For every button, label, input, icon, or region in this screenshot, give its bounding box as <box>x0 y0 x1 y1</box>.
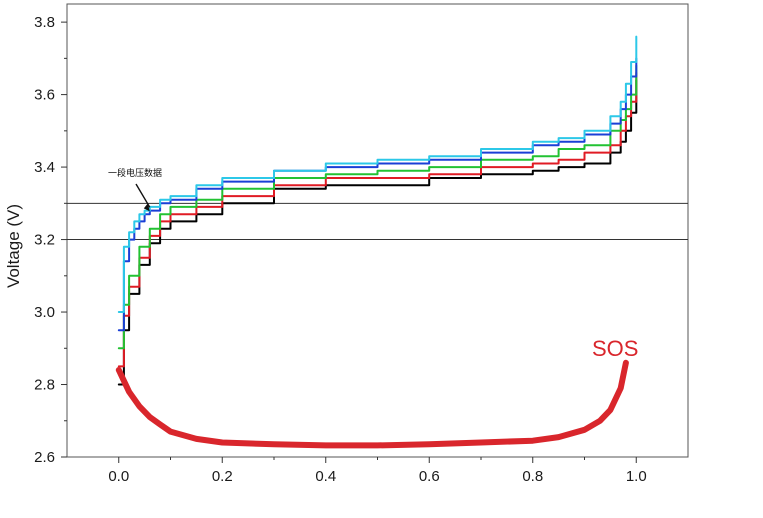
y-axis-title: Voltage (V) <box>4 204 23 288</box>
y-tick-label: 3.4 <box>34 159 55 176</box>
x-tick-label: 1.0 <box>626 468 647 485</box>
y-tick-label: 3.2 <box>34 232 55 249</box>
sos-curve <box>115 359 629 449</box>
voltage-data-annotation: 一段电压数据 <box>108 167 162 179</box>
annotation-arrow-head <box>143 203 150 212</box>
annotation-arrow-line <box>135 183 151 208</box>
x-tick-label: 0.6 <box>419 468 440 485</box>
x-tick-label: 0.4 <box>315 468 336 485</box>
y-tick-label: 2.8 <box>34 377 55 394</box>
voltage-series-green <box>117 64 638 350</box>
voltage-series-red <box>117 71 638 368</box>
sos-label: SOS <box>592 336 638 361</box>
x-tick-label: 0.8 <box>522 468 543 485</box>
x-tick-label: 0.2 <box>212 468 233 485</box>
voltage-series-cyan <box>117 35 638 313</box>
voltage-series-black <box>117 79 638 386</box>
y-tick-label: 2.6 <box>34 449 55 466</box>
y-tick-label: 3.0 <box>34 304 55 321</box>
y-tick-label: 3.6 <box>34 87 55 104</box>
x-tick-label: 0.0 <box>108 468 129 485</box>
y-tick-label: 3.8 <box>34 14 55 31</box>
